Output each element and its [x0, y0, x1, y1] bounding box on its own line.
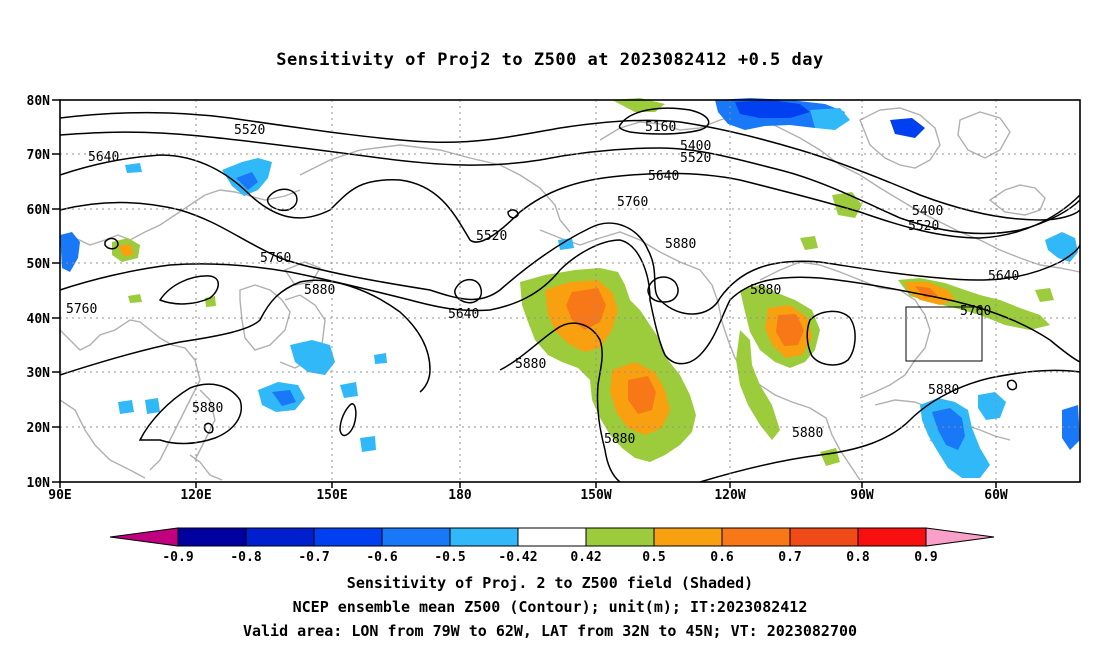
contour-label: 5400: [912, 204, 943, 219]
colorbar-swatch: [381, 527, 451, 547]
colorbar-label: -0.6: [366, 550, 397, 565]
map-title: Sensitivity of Proj2 to Z500 at 20230824…: [276, 50, 824, 70]
contour-label: 5760: [260, 251, 291, 266]
colorbar-label: -0.7: [298, 550, 329, 565]
colorbar-swatch: [721, 527, 791, 547]
colorbar-swatch: [585, 527, 655, 547]
contour-label: 5160: [645, 120, 676, 135]
valid-area-box: [905, 306, 983, 362]
colorbar-left-arrow: [109, 527, 179, 547]
lat-labels: 80N 70N 60N 50N 40N 30N 20N 10N: [27, 94, 51, 491]
lat-tick-label: 20N: [27, 421, 51, 436]
colorbar-label: -0.5: [434, 550, 465, 565]
colorbar-label: -0.42: [498, 550, 537, 565]
contour-label: 5520: [680, 151, 711, 166]
lon-tick-label: 90E: [48, 488, 71, 503]
colorbar-label: 0.5: [642, 550, 665, 565]
contour-label: 5640: [448, 307, 479, 322]
lat-tick-label: 30N: [27, 366, 51, 381]
lon-tick-label: 150E: [316, 488, 347, 503]
lon-tick-label: 150W: [580, 488, 611, 503]
contour-label: 5520: [908, 219, 939, 234]
contour-labels: 5160 5400 5520 5640 5760 5880 5520 5640 …: [66, 120, 1019, 447]
gridlines: [60, 100, 1080, 482]
contour-label: 5880: [928, 383, 959, 398]
lat-tick-label: 10N: [27, 476, 51, 491]
colorbar-swatch: [789, 527, 859, 547]
colorbar-right-arrow: [925, 527, 995, 547]
colorbar-label: -0.9: [162, 550, 193, 565]
contour-label: 5880: [604, 432, 635, 447]
caption-line-3: Valid area: LON from 79W to 62W, LAT fro…: [242, 622, 858, 640]
contour-label: 5880: [750, 283, 781, 298]
colorbar-label: 0.8: [846, 550, 870, 565]
colorbar-swatch: [177, 527, 247, 547]
colorbar-swatch: [449, 527, 519, 547]
contour-label: 5880: [515, 357, 546, 372]
lon-tick-label: 60W: [984, 488, 1008, 503]
lat-tick-label: 70N: [27, 148, 51, 163]
contour-label: 5880: [304, 283, 335, 298]
lat-tick-label: 80N: [27, 94, 51, 109]
map-frame: [59, 99, 1081, 483]
lat-tick-label: 50N: [27, 257, 51, 272]
lon-tick-label: 90W: [850, 488, 874, 503]
colorbar-swatch: [313, 527, 383, 547]
colorbar-label: 0.9: [914, 550, 937, 565]
contour-label: 5880: [192, 401, 223, 416]
colorbar-label: 0.7: [778, 550, 801, 565]
colorbar-swatch: [517, 527, 587, 547]
z500-contours: [59, 107, 1081, 483]
contour-label: 5640: [988, 269, 1019, 284]
lon-tick-label: 120E: [180, 488, 211, 503]
caption-line-1: Sensitivity of Proj. 2 to Z500 field (Sh…: [346, 574, 754, 592]
contour-label: 5760: [960, 304, 991, 319]
colorbar-label: 0.42: [570, 550, 601, 565]
contour-label: 5880: [665, 237, 696, 252]
shading-positive: [112, 98, 1054, 466]
caption-line-2: NCEP ensemble mean Z500 (Contour); unit(…: [292, 598, 808, 616]
contour-label: 5640: [88, 150, 119, 165]
colorbar-label: 0.6: [710, 550, 734, 565]
colorbar-swatch: [653, 527, 723, 547]
shading-negative: [60, 98, 1080, 478]
lon-labels: 90E 120E 150E 180 150W 120W 90W 60W: [48, 488, 1008, 503]
lon-tick-label: 120W: [714, 488, 745, 503]
colorbar: -0.9 -0.8 -0.7 -0.6 -0.5 -0.42 0.42 0.5 0.6 0.7 0.…: [109, 527, 995, 565]
colorbar-label: -0.8: [230, 550, 261, 565]
contour-label: 5520: [234, 123, 265, 138]
contour-label: 5400: [680, 139, 711, 154]
lon-tick-label: 180: [448, 488, 472, 503]
contour-label: 5880: [792, 426, 823, 441]
colorbar-swatch: [857, 527, 927, 547]
contour-label: 5760: [66, 302, 97, 317]
colorbar-swatch: [245, 527, 315, 547]
contour-label: 5520: [476, 229, 507, 244]
contour-label: 5640: [648, 169, 679, 184]
contour-label: 5760: [617, 195, 648, 210]
axis-ticks: [52, 99, 997, 488]
lat-tick-label: 60N: [27, 203, 51, 218]
lat-tick-label: 40N: [27, 312, 51, 327]
